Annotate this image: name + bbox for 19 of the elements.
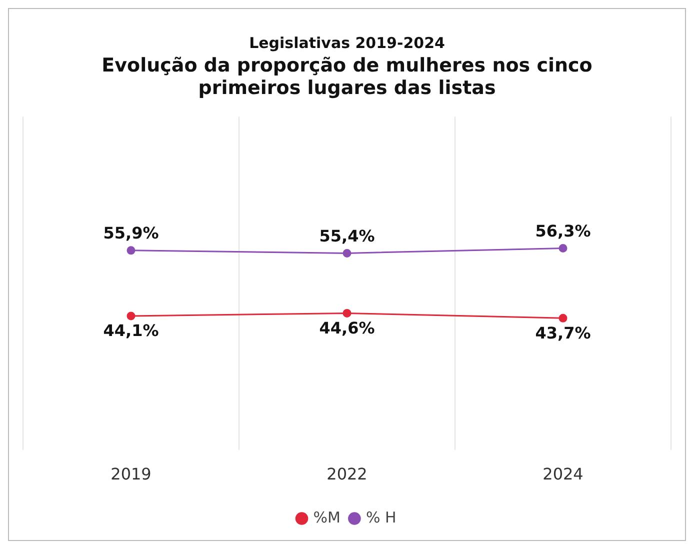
data-label: 55,4%	[319, 226, 375, 246]
data-label: 55,9%	[103, 224, 159, 243]
point	[126, 246, 136, 255]
legend-label: %M	[313, 508, 340, 526]
chart-subtitle: Evolução da proporção de mulheres nos cinco primeiros lugares das listas	[102, 54, 592, 100]
point	[558, 244, 568, 252]
point	[342, 308, 352, 318]
x-tick-label: 2022	[326, 464, 368, 484]
data-label: 44,1%	[103, 321, 159, 340]
x-tick-label: 2024	[542, 464, 584, 484]
data-label: 43,7%	[535, 323, 591, 342]
chart-title: Legislativas 2019-2024	[249, 34, 445, 52]
x-tick-label: 2019	[110, 464, 152, 484]
legend-label: % H	[366, 508, 396, 526]
data-label: 56,3%	[535, 221, 591, 240]
point	[342, 248, 352, 258]
point	[558, 314, 568, 322]
data-label: 44,6%	[319, 318, 375, 338]
point	[126, 312, 136, 320]
